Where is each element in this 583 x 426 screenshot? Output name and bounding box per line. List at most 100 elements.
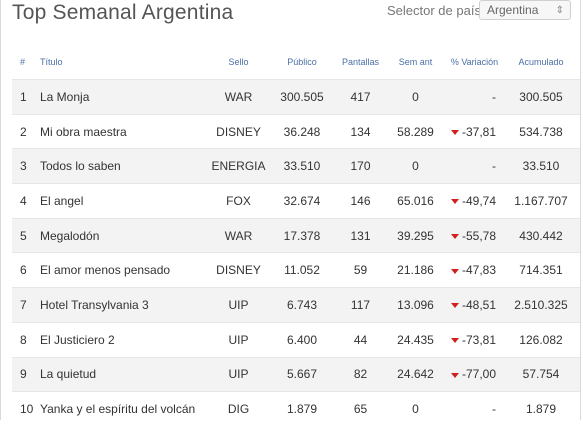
sello-cell-text: WAR: [224, 228, 253, 243]
column-header-sello[interactable]: Sello: [228, 57, 249, 67]
sem-ant-cell-text: 0: [412, 159, 419, 174]
pantallas-cell: 44: [337, 321, 384, 357]
rank-cell-text: 6: [20, 263, 27, 278]
column-header-sem-ant[interactable]: Sem ant: [398, 57, 433, 67]
column-header-rank[interactable]: #: [20, 57, 26, 67]
pantallas-cell: 146: [337, 183, 384, 219]
sem-ant-cell: 24.642: [384, 356, 447, 392]
title-cell[interactable]: Megalodón: [40, 217, 210, 253]
rank-cell-text: 7: [20, 297, 27, 312]
sem-ant-cell: 0: [384, 79, 447, 115]
title-cell-text: Hotel Transylvania 3: [40, 297, 149, 312]
sem-ant-cell: 0: [384, 391, 447, 426]
publico-cell: 36.248: [267, 113, 337, 149]
sem-ant-cell-text: 24.435: [397, 332, 434, 347]
variacion-cell-text: -: [492, 159, 496, 174]
sello-cell: WAR: [210, 217, 267, 253]
table-body: 1 La Monja WAR 300.505 417 0-300.505 2 Mi obra …: [12, 79, 580, 426]
rank-cell: 6: [12, 252, 40, 288]
variacion-cell-text: -55,78: [461, 228, 496, 243]
table-row[interactable]: 7 Hotel Transylvania 3 UIP 6.743 117 13.096 -4…: [12, 287, 580, 323]
pantallas-cell-text: 117: [350, 297, 371, 312]
title-cell-text: Megalodón: [40, 228, 100, 243]
title-cell-text: El Justiciero 2: [40, 332, 115, 347]
variacion-cell-text: -77,00: [461, 367, 496, 382]
pantallas-cell-text: 146: [350, 193, 371, 208]
publico-cell-text: 11.052: [284, 263, 320, 278]
title-cell-text: Mi obra maestra: [40, 124, 127, 139]
rank-cell-text: 2: [20, 124, 27, 139]
title-cell[interactable]: El Justiciero 2: [40, 321, 210, 357]
column-header-variacion[interactable]: % Variación: [450, 57, 499, 67]
rank-cell-text: 3: [20, 159, 27, 174]
column-header-title[interactable]: Título: [40, 57, 63, 67]
pantallas-cell: 134: [337, 113, 384, 149]
publico-cell: 1.879: [267, 391, 337, 426]
title-cell[interactable]: El amor menos pensado: [40, 252, 210, 288]
sem-ant-cell-text: 21.186: [397, 263, 434, 278]
sello-cell: ENERGIA: [210, 148, 267, 184]
country-selector-value: Argentina: [487, 3, 539, 17]
title-cell[interactable]: Todos lo saben: [40, 148, 210, 184]
table-row[interactable]: 6 El amor menos pensado DISNEY 11.052 59 21.1…: [12, 252, 580, 288]
table-header-row: # Título Sello Público Pantallas Sem ant…: [12, 45, 580, 80]
sem-ant-cell: 39.295: [384, 217, 447, 253]
table-row[interactable]: 10 Yanka y el espíritu del volcán DIG 1.879…: [12, 391, 580, 426]
caret-down-icon: [450, 268, 459, 274]
variacion-cell-text: -: [492, 89, 496, 104]
publico-cell: 33.510: [267, 148, 337, 184]
title-cell-text: La Monja: [40, 89, 90, 104]
publico-cell-text: 33.510: [283, 159, 321, 174]
caret-down-icon: [450, 372, 459, 378]
variacion-cell-text: -: [492, 402, 496, 417]
table-row[interactable]: 2 Mi obra maestra DISNEY 36.248 134 58.289 -37…: [12, 113, 580, 149]
ranking-table: # Título Sello Público Pantallas Sem ant…: [12, 45, 580, 426]
rank-cell: 7: [12, 287, 40, 323]
title-cell-text: Todos lo saben: [40, 159, 121, 174]
publico-cell: 300.505: [267, 79, 337, 115]
pantallas-cell-text: 131: [350, 228, 371, 243]
title-cell[interactable]: El angel: [40, 183, 210, 219]
pantallas-cell: 117: [337, 287, 384, 323]
rank-cell: 3: [12, 148, 40, 184]
table-row[interactable]: 5 Megalodón WAR 17.378 131 39.295 -55,78 430.44…: [12, 217, 580, 253]
variacion-cell: -77,00: [447, 356, 502, 392]
column-header-acumulado[interactable]: Acumulado: [518, 57, 564, 67]
title-cell[interactable]: Yanka y el espíritu del volcán: [40, 391, 210, 426]
title-cell[interactable]: La Monja: [40, 79, 210, 115]
publico-cell-text: 1.879: [286, 402, 318, 417]
variacion-cell-text: -48,51: [461, 297, 496, 312]
sem-ant-cell: 58.289: [384, 113, 447, 149]
rank-cell-text: 5: [20, 228, 27, 243]
pantallas-cell: 417: [337, 79, 384, 115]
publico-cell-text: 36.248: [283, 124, 321, 139]
title-cell[interactable]: Hotel Transylvania 3: [40, 287, 210, 323]
table-row[interactable]: 8 El Justiciero 2 UIP 6.400 44 24.435 -73,81 12…: [12, 321, 580, 357]
variacion-cell: -73,81: [447, 321, 502, 357]
title-cell[interactable]: La quietud: [40, 356, 210, 392]
sello-cell-text: UIP: [228, 297, 249, 312]
title-cell[interactable]: Mi obra maestra: [40, 113, 210, 149]
sem-ant-cell-text: 65.016: [397, 193, 434, 208]
country-selector[interactable]: Argentina ⇕: [479, 0, 571, 20]
column-header-publico[interactable]: Público: [287, 57, 317, 67]
caret-down-icon: [450, 199, 459, 205]
publico-cell-text: 6.743: [286, 297, 318, 312]
sello-cell: DIG: [210, 391, 267, 426]
publico-cell-text: 5.667: [286, 367, 318, 382]
acumulado-cell-text: 57.754: [522, 367, 560, 382]
acumulado-cell-text: 1.879: [525, 402, 557, 417]
table-row[interactable]: 3 Todos lo saben ENERGIA 33.510 170 0 - 33.510: [12, 148, 580, 184]
acumulado-cell: 33.510: [502, 148, 580, 184]
table-row[interactable]: 9 La quietud UIP 5.667 82 24.642 -77,00 57.754: [12, 356, 580, 392]
table-row[interactable]: 4 El angel FOX 32.674 146 65.016 -49,74 1.167.7…: [12, 183, 580, 219]
column-header-pantallas[interactable]: Pantallas: [341, 57, 380, 67]
sem-ant-cell: 21.186: [384, 252, 447, 288]
sello-cell-text: DIG: [227, 402, 250, 417]
sello-cell-text: UIP: [228, 332, 249, 347]
variacion-cell: -: [447, 391, 502, 426]
rank-cell-text: 9: [20, 367, 27, 382]
table-row[interactable]: 1 La Monja WAR 300.505 417 0 - 300.505: [12, 79, 580, 115]
publico-cell-text: 300.505: [280, 89, 324, 104]
acumulado-cell: 714.351: [502, 252, 580, 288]
